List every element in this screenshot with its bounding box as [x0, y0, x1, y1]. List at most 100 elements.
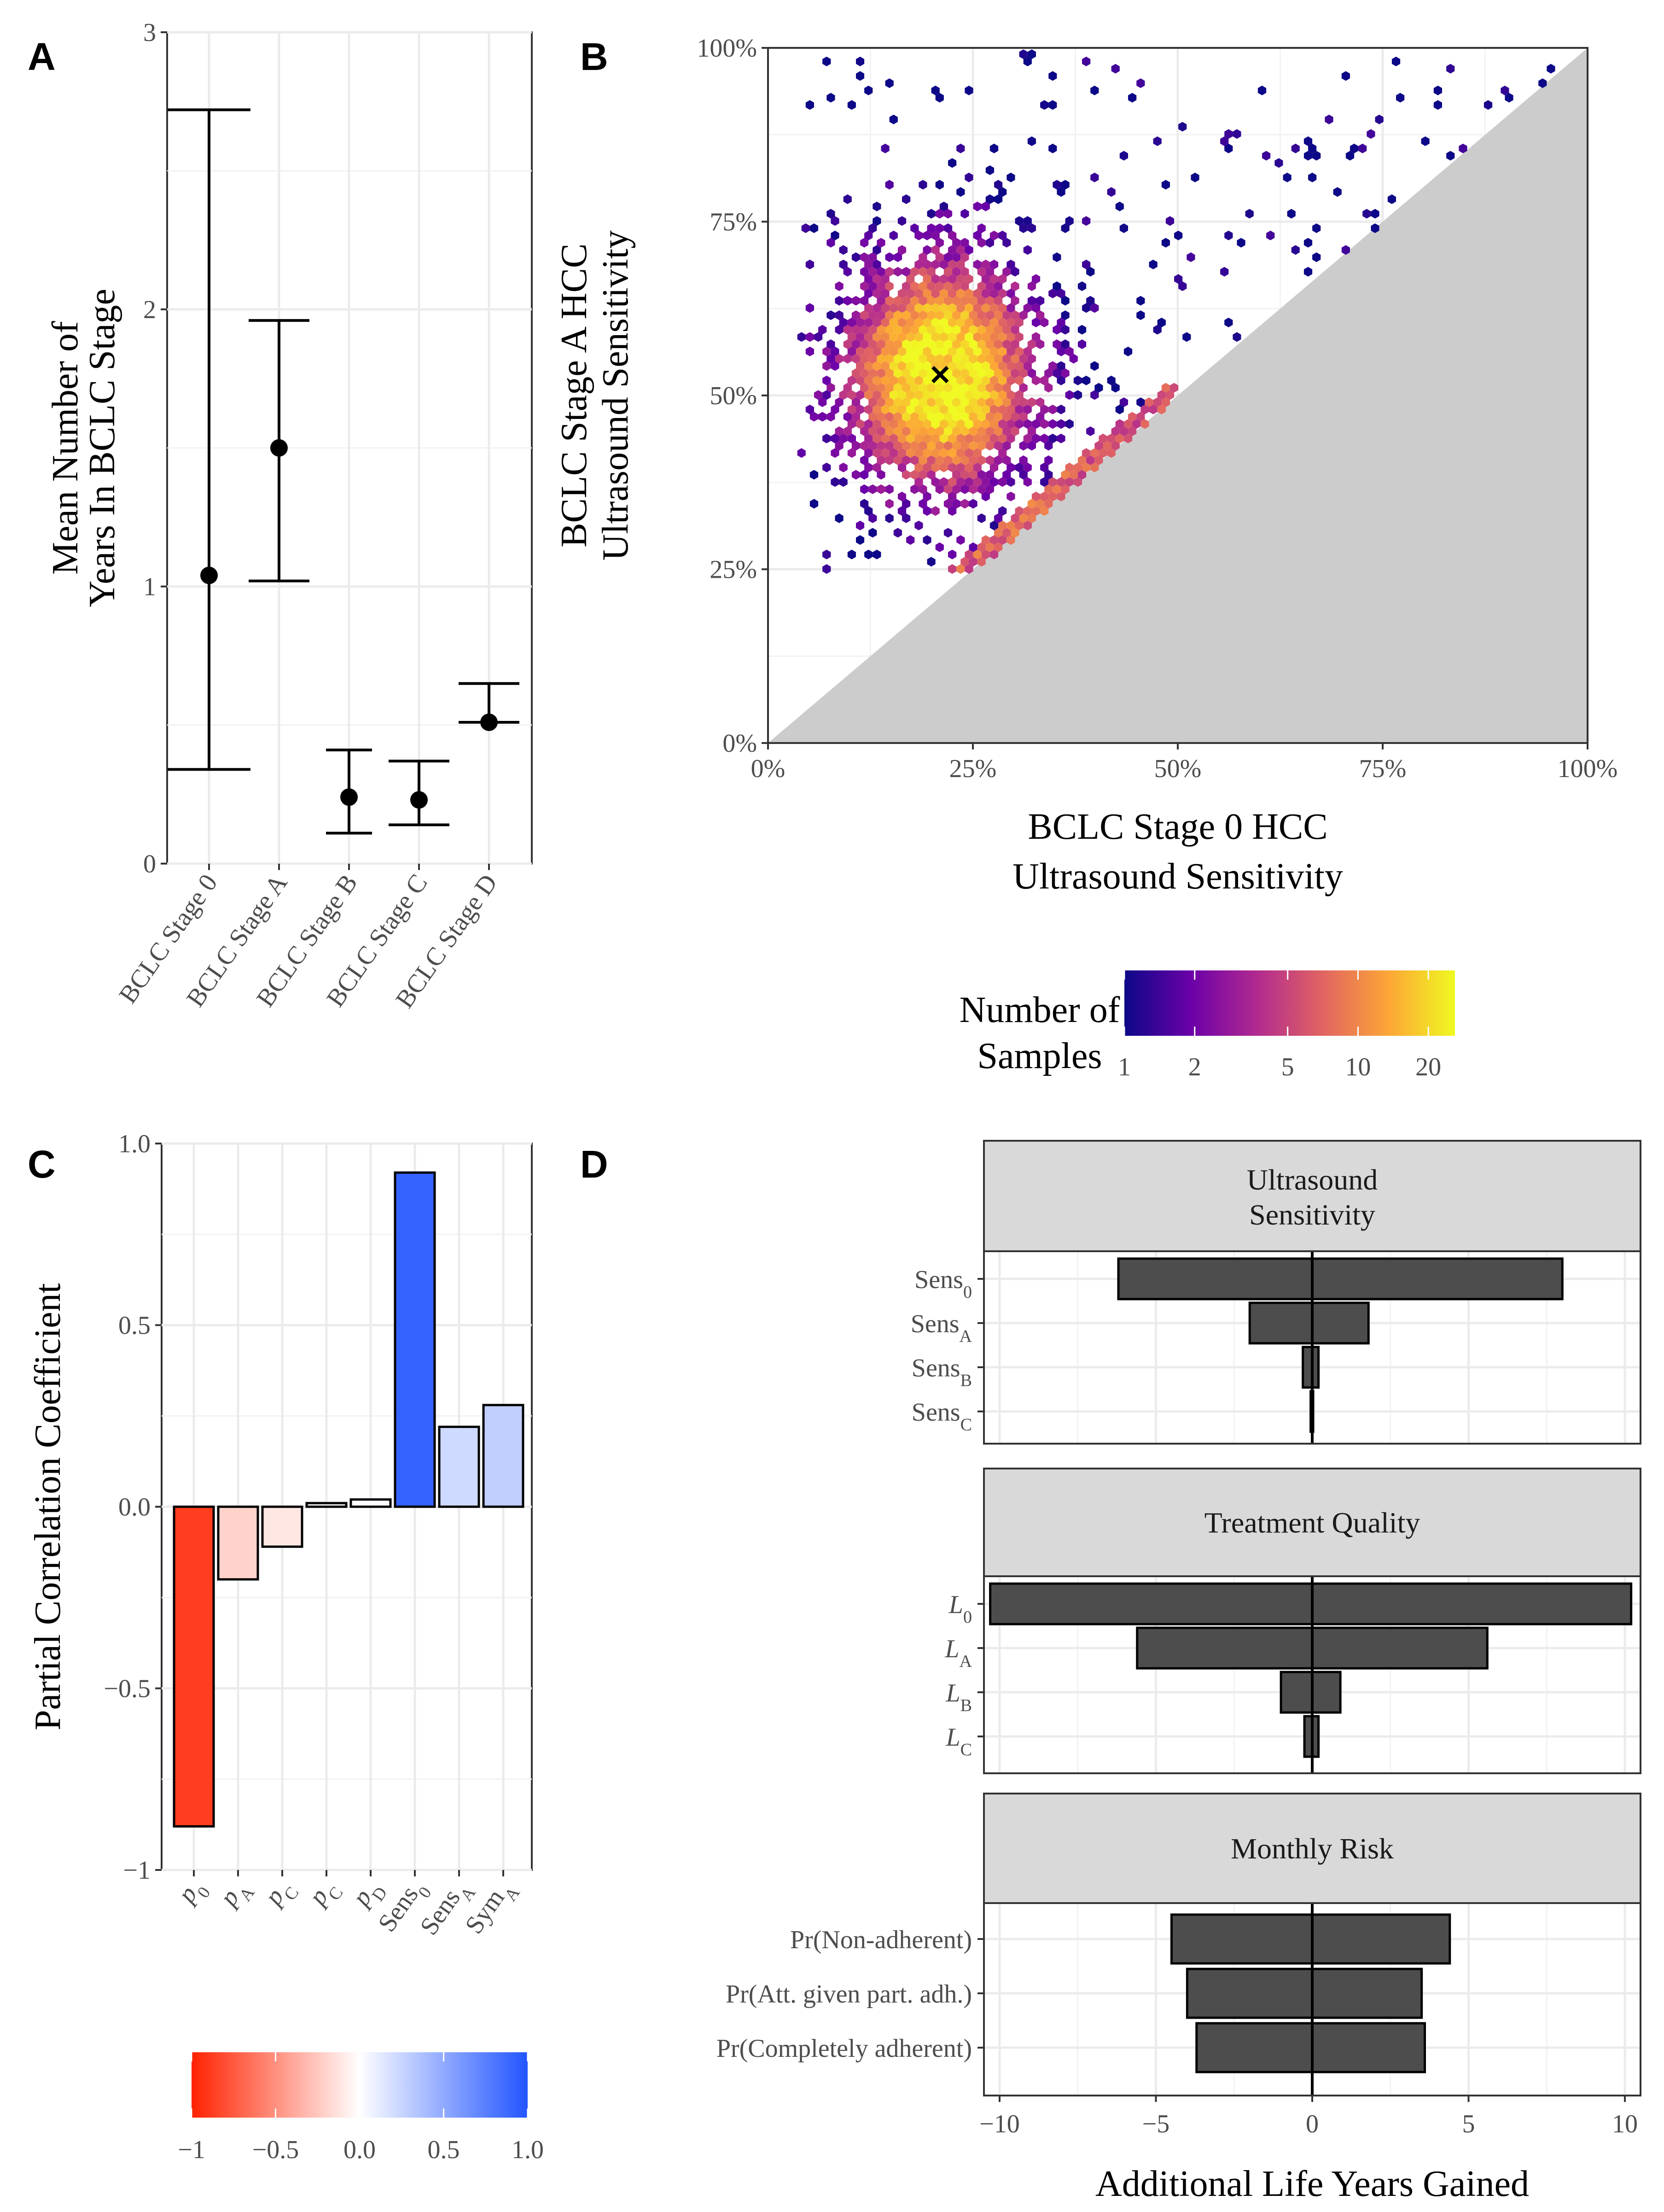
panel-b-hexbin [1107, 376, 1116, 385]
panel-b-ytick-label: 0% [722, 729, 757, 758]
panel-b-hexbin [885, 368, 894, 378]
panel-b-hexbin [873, 318, 881, 327]
panel-b-hexbin [868, 426, 877, 436]
panel-b-hexbin [919, 383, 927, 393]
panel-b-hexbin [943, 296, 953, 306]
panel-b-hexbin [960, 354, 969, 364]
panel-d-bar [1186, 1968, 1423, 2019]
panel-b-hexbin [998, 361, 1007, 371]
panel-c-bars [173, 1171, 524, 1828]
panel-b-hexbin [994, 354, 1003, 364]
panel-b-hexbin [943, 339, 953, 349]
panel-b-hexbin [943, 310, 953, 320]
panel-b-hexbin [1027, 281, 1036, 291]
panel-b-hexbin [1053, 339, 1061, 349]
panel-b-hexbin [927, 339, 936, 349]
panel-b-hexbin [868, 252, 877, 262]
panel-b-hexbin [831, 448, 839, 458]
panel-b-hexbin [1011, 412, 1019, 422]
panel-b-hexbin [989, 550, 999, 559]
panel-b-hexbin [1019, 383, 1028, 393]
panel-b-hexbin [927, 368, 936, 378]
panel-b-hexbin [1140, 405, 1149, 414]
panel-b-hexbin [856, 521, 865, 530]
panel-b-hexbin [864, 86, 873, 95]
panel-b-hexbin [923, 419, 931, 429]
panel-b-hexbin [1053, 368, 1061, 378]
panel-letter-c: C [28, 1143, 56, 1186]
panel-b-hexbin [835, 281, 844, 291]
panel-b-legend-title-line-2: Samples [977, 1036, 1102, 1076]
panel-b-hexbin [919, 368, 927, 378]
panel-b-hexbin [801, 223, 810, 233]
panel-b-hexbin [1312, 223, 1321, 233]
panel-b-hexbin [1015, 390, 1024, 400]
panel-b-hexbin [1061, 368, 1070, 378]
panel-b-hexbin [1094, 455, 1103, 465]
panel-b-hexbin [889, 376, 898, 385]
panel-b-hexbin [822, 434, 831, 443]
panel-b-hexbin [989, 144, 999, 153]
panel-b-hexbin [969, 383, 977, 393]
panel-b-hexbin [897, 289, 907, 298]
panel-b-hexbin [927, 296, 936, 306]
panel-b-hexbin [1224, 129, 1233, 139]
panel-b-hexbin [960, 383, 969, 393]
panel-b-hexbin [1015, 419, 1024, 429]
panel-b-hexbin [868, 281, 877, 291]
panel-b-hexbin [985, 368, 994, 378]
panel-b-hexbin [989, 376, 999, 385]
panel-b-hexbin [973, 550, 982, 559]
panel-b-hexbin [1002, 455, 1011, 465]
panel-b-hexbin [965, 361, 973, 371]
panel-b-hexbin [989, 434, 999, 443]
panel-b-hexbin [914, 347, 923, 356]
panel-b-hexbin [956, 361, 965, 371]
panel-b-hexbin [864, 405, 873, 414]
panel-b-hexbin [927, 441, 936, 451]
panel-b-hexbin [1538, 78, 1547, 88]
panel-b-hexbin [948, 260, 957, 269]
panel-b-hexbin [985, 325, 994, 335]
panel-b-hexbin [826, 354, 835, 364]
panel-b-hexbin [1136, 296, 1145, 306]
panel-b-hexbin [889, 303, 898, 313]
panel-b-hexbin [864, 231, 873, 240]
panel-b-hexbin [1011, 325, 1019, 335]
panel-b-hexbin [939, 419, 948, 429]
panel-b-hexbin [906, 347, 915, 356]
panel-b-hexbin [977, 412, 986, 422]
panel-b-hexbin [960, 267, 969, 277]
panel-b-hexbin [1057, 419, 1065, 429]
panel-b-hexbin [1023, 463, 1032, 472]
panel-b-hexbin [927, 325, 936, 335]
panel-b-hexbin [977, 470, 986, 480]
panel-b-hexbin [1061, 296, 1070, 306]
panel-b-hexbin [939, 202, 948, 211]
panel-b-hexbin [868, 325, 877, 335]
panel-b-hexbin [831, 405, 839, 414]
panel-b-hexbin [927, 383, 936, 393]
panel-b-hexbin [935, 383, 944, 393]
panel-b-hexbin [893, 267, 902, 277]
panel-b-hexbin [873, 550, 881, 559]
panel-b-hexbin [931, 405, 940, 414]
panel-b-hexbin [835, 513, 844, 523]
panel-d-bar [1117, 1257, 1564, 1300]
panel-b-hexbin [956, 144, 965, 153]
panel-b-hexbin [931, 506, 940, 516]
panel-b-hexbin [914, 463, 923, 472]
panel-b-hexbin [1094, 383, 1103, 393]
panel-b-hexbin [956, 289, 965, 298]
panel-b-hexbin [1023, 347, 1032, 356]
panel-b-hexbin [965, 419, 973, 429]
panel-b-hexbin [956, 260, 965, 269]
panel-b-hexbin [948, 492, 957, 501]
panel-c-ytick-label: 0.5 [118, 1312, 151, 1340]
panel-b-hexbin [1007, 405, 1015, 414]
panel-b-hexbin [914, 405, 923, 414]
panel-b-hexbin [1044, 484, 1053, 494]
panel-b-hexbin [923, 289, 931, 298]
panel-b-hexbin [931, 318, 940, 327]
